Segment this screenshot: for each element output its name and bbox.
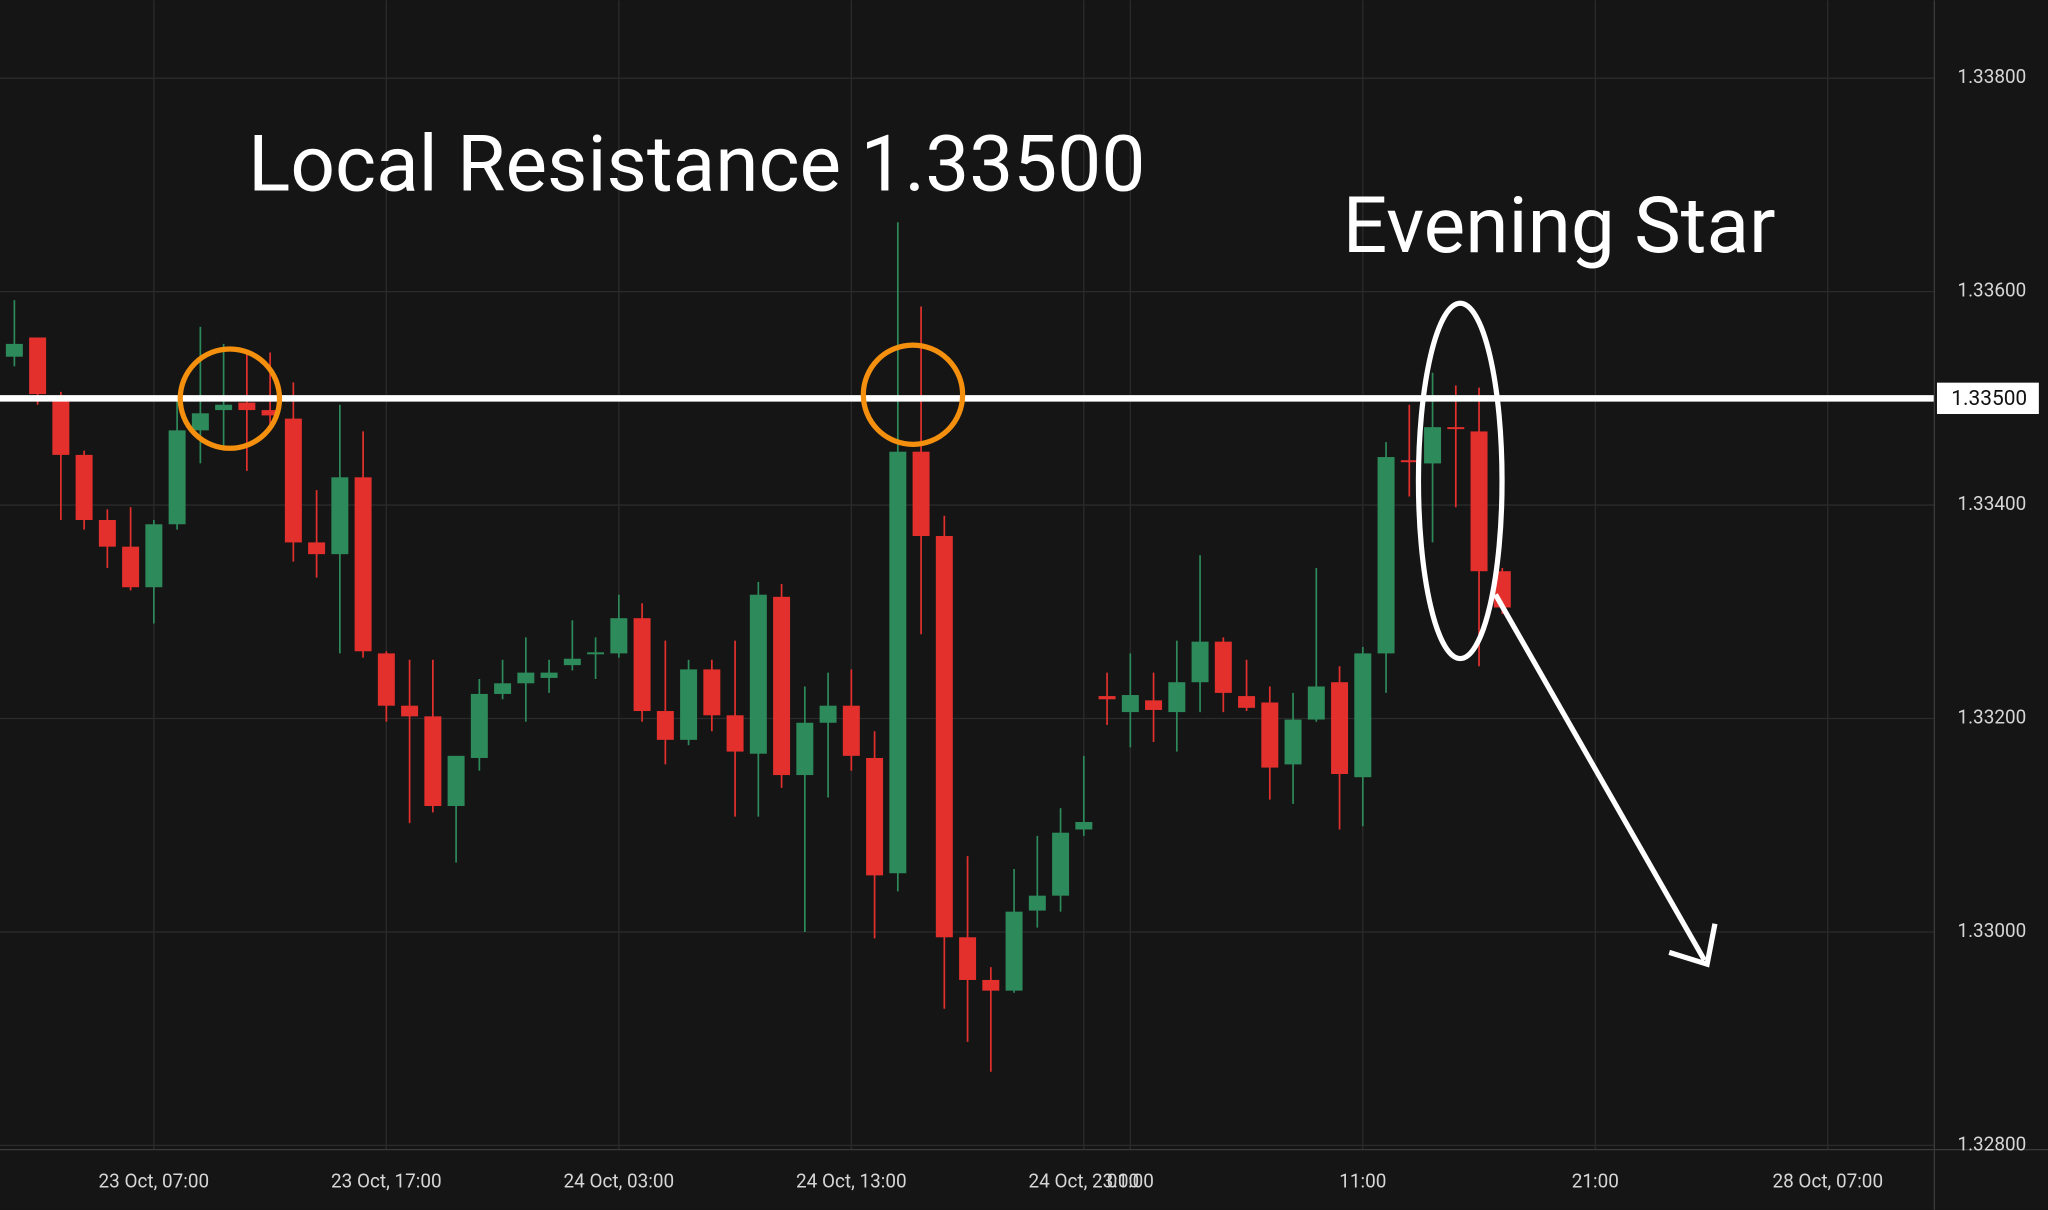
candle-body [447, 755, 465, 807]
candle-body [959, 937, 977, 980]
candle-body [773, 596, 791, 776]
candle-body [261, 410, 279, 416]
x-tick-label: 21:00 [1572, 1169, 1619, 1192]
candle-body [1400, 460, 1418, 463]
candle-body [749, 594, 767, 754]
candle-body [517, 672, 535, 684]
candle-body [1261, 702, 1279, 768]
y-tick-label: 1.33200 [1957, 705, 2026, 728]
candle-body [284, 418, 302, 543]
x-tick-label: 24 Oct, 13:00 [796, 1169, 907, 1192]
candle-body [238, 402, 256, 411]
candle-body [308, 542, 326, 555]
candle-body [1424, 427, 1442, 464]
candle-body [52, 398, 70, 455]
candle-body [377, 653, 395, 706]
annotation: Evening Star [1343, 180, 1776, 272]
x-tick-label: 28 Oct, 07:00 [1772, 1169, 1883, 1192]
y-tick-label: 1.33600 [1957, 279, 2026, 302]
candle-body [401, 705, 419, 717]
candle-body [75, 454, 93, 520]
x-tick-label: 11:00 [1339, 1169, 1386, 1192]
candle-body [98, 519, 116, 547]
candle-body [191, 413, 209, 431]
highlight-circle [177, 346, 283, 451]
candle-body [1238, 696, 1256, 708]
candle-body [1447, 427, 1465, 430]
candle-body [122, 546, 140, 588]
y-tick-label: 1.33800 [1957, 65, 2026, 88]
candle-body [656, 711, 674, 740]
candle-body [587, 652, 605, 655]
candle-body [842, 705, 860, 756]
arrow-head [1668, 923, 1718, 968]
candle-body [1052, 832, 1070, 896]
candles [0, 222, 1935, 1072]
overlay [177, 300, 1718, 968]
price-label-box [1936, 382, 2039, 415]
candle-body [1098, 696, 1116, 700]
candle-body [1307, 686, 1325, 720]
candle-body [889, 451, 907, 874]
candle-body [145, 524, 163, 588]
y-tick-label: 1.32800 [1957, 1132, 2026, 1155]
candle-body [29, 337, 47, 395]
candle-body [912, 451, 930, 537]
x-tick-label: 24 Oct, 03:00 [564, 1169, 675, 1192]
y-tick-label: 1.33400 [1957, 492, 2026, 515]
candle-body [331, 477, 349, 555]
x-tick-label: 23 Oct, 07:00 [99, 1169, 210, 1192]
candle-body [1168, 682, 1186, 713]
candle-body [1145, 700, 1163, 710]
candle-body [1377, 457, 1395, 654]
candle-body [610, 618, 628, 654]
candle-body [982, 979, 1000, 991]
candle-body [1354, 653, 1372, 778]
candle-body [866, 757, 884, 876]
candle-body [680, 669, 698, 740]
candle-body [494, 683, 512, 694]
candle-body [424, 716, 442, 807]
x-tick-label: 01:00 [1107, 1169, 1154, 1192]
price-label: 1.33500 [1951, 387, 2027, 411]
candle-body [935, 536, 953, 938]
y-tick-label: 1.33000 [1957, 919, 2026, 942]
candle-body [168, 430, 186, 525]
arrow-shaft [1493, 593, 1707, 962]
highlight-circle [860, 342, 966, 447]
candle-body [1214, 641, 1232, 693]
candle-body [1121, 695, 1139, 713]
candle-body [726, 715, 744, 752]
candle-body [215, 404, 233, 411]
candle-body [540, 672, 558, 678]
candle-body [1284, 719, 1302, 765]
axes: 1.32800 1.33000 1.33200 1.33400 1.33600 1.338… [99, 65, 2039, 1192]
candle-body [1191, 641, 1209, 683]
x-tick-label: 24 Oct, 23:00 [1029, 1169, 1140, 1192]
candle-body [819, 705, 837, 723]
highlight-ellipse [1415, 300, 1505, 662]
candle-body [5, 343, 23, 357]
candle-body [1028, 895, 1046, 911]
candle-body [1331, 682, 1349, 774]
candle-body [796, 722, 814, 776]
candle-body [563, 658, 581, 666]
candle-body [633, 618, 651, 712]
candle-body [1075, 822, 1093, 830]
candle-body [354, 477, 372, 652]
candle-body [470, 693, 488, 758]
annotation: Local Resistance 1.33500 [248, 119, 1145, 211]
x-tick-label: 23 Oct, 17:00 [331, 1169, 442, 1192]
candle-body [1470, 431, 1488, 572]
candle-body [1005, 911, 1023, 991]
candle-body [703, 669, 721, 716]
